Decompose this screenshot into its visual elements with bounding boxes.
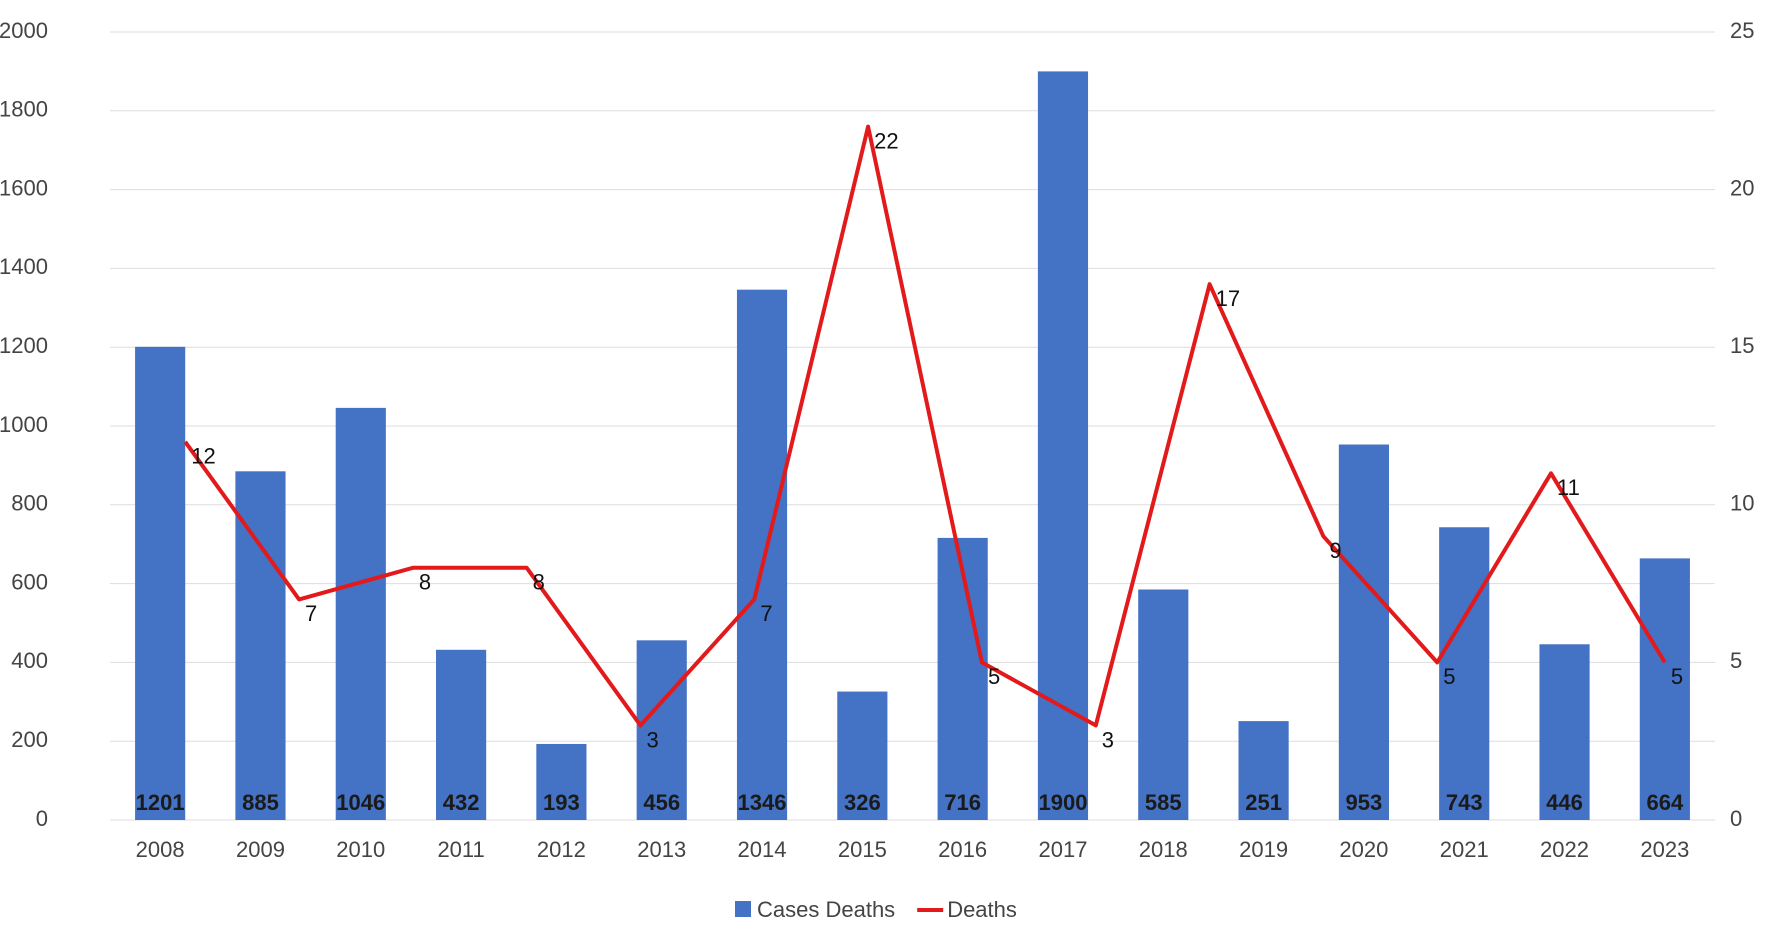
bar-value-label: 432 xyxy=(443,790,480,815)
bar-value-label: 585 xyxy=(1145,790,1182,815)
x-tick-label: 2021 xyxy=(1440,837,1489,862)
line-value-label: 22 xyxy=(874,128,898,153)
x-tick-label: 2023 xyxy=(1640,837,1689,862)
y2-tick-label: 5 xyxy=(1730,648,1742,673)
bar xyxy=(1439,527,1490,820)
x-tick-label: 2008 xyxy=(136,837,185,862)
line-value-label: 8 xyxy=(533,570,545,595)
bar xyxy=(937,537,988,820)
y-tick-label: 1000 xyxy=(0,412,48,437)
line-value-label: 3 xyxy=(646,727,658,752)
bar xyxy=(235,471,286,820)
bar-value-label: 1046 xyxy=(336,790,385,815)
y2-tick-label: 25 xyxy=(1730,18,1754,43)
legend-swatch xyxy=(735,901,751,917)
line-value-label: 12 xyxy=(191,444,215,469)
bar-value-label: 326 xyxy=(844,790,881,815)
y-tick-label: 200 xyxy=(11,727,48,752)
x-tick-label: 2010 xyxy=(336,837,385,862)
line-value-label: 5 xyxy=(988,664,1000,689)
bar-value-label: 251 xyxy=(1245,790,1282,815)
bar xyxy=(135,346,186,820)
x-tick-label: 2009 xyxy=(236,837,285,862)
bar xyxy=(736,289,788,820)
line-value-label: 8 xyxy=(419,570,431,595)
line-value-label: 9 xyxy=(1329,538,1341,563)
bar-value-label: 446 xyxy=(1546,790,1583,815)
line-value-label: 7 xyxy=(760,601,772,626)
bar xyxy=(335,407,386,820)
line-value-label: 5 xyxy=(1671,664,1683,689)
line-value-label: 11 xyxy=(1557,475,1580,500)
y2-tick-label: 10 xyxy=(1730,491,1754,516)
line-value-label: 17 xyxy=(1216,286,1240,311)
y-tick-label: 800 xyxy=(11,491,48,516)
bar-value-label: 1201 xyxy=(136,790,185,815)
x-tick-label: 2020 xyxy=(1339,837,1388,862)
x-tick-label: 2014 xyxy=(738,837,787,862)
legend-label: Cases Deaths xyxy=(757,897,895,922)
y-tick-label: 1400 xyxy=(0,254,48,279)
x-tick-label: 2015 xyxy=(838,837,887,862)
y2-tick-label: 15 xyxy=(1730,333,1754,358)
line-value-label: 3 xyxy=(1102,727,1114,752)
y-tick-label: 1200 xyxy=(0,333,48,358)
bar-value-label: 456 xyxy=(643,790,680,815)
x-tick-label: 2012 xyxy=(537,837,586,862)
bar xyxy=(1238,721,1289,820)
y-tick-label: 2000 xyxy=(0,18,48,43)
x-tick-label: 2019 xyxy=(1239,837,1288,862)
x-tick-label: 2017 xyxy=(1038,837,1087,862)
y2-tick-label: 0 xyxy=(1730,806,1742,831)
bar xyxy=(1539,644,1590,820)
bar xyxy=(1639,558,1690,820)
x-tick-label: 2016 xyxy=(938,837,987,862)
x-tick-label: 2022 xyxy=(1540,837,1589,862)
y-tick-label: 400 xyxy=(11,648,48,673)
bar-value-label: 885 xyxy=(242,790,279,815)
bar xyxy=(1037,71,1089,820)
bar-value-label: 953 xyxy=(1346,790,1383,815)
line-value-label: 7 xyxy=(305,601,317,626)
x-tick-label: 2013 xyxy=(637,837,686,862)
y-tick-label: 600 xyxy=(11,569,48,594)
y2-tick-label: 20 xyxy=(1730,175,1754,200)
x-tick-label: 2011 xyxy=(437,837,484,862)
bar xyxy=(636,640,687,820)
bar-value-label: 1900 xyxy=(1038,790,1087,815)
line-value-label: 5 xyxy=(1443,664,1455,689)
bar-value-label: 664 xyxy=(1646,790,1683,815)
bar xyxy=(436,649,487,820)
y-tick-label: 1800 xyxy=(0,97,48,122)
bar xyxy=(1138,589,1189,820)
bar-value-label: 743 xyxy=(1446,790,1483,815)
bar-value-label: 193 xyxy=(543,790,580,815)
legend-label: Deaths xyxy=(947,897,1017,922)
bar xyxy=(1338,444,1389,820)
bar xyxy=(536,743,587,820)
y-tick-label: 0 xyxy=(36,806,48,831)
x-tick-label: 2018 xyxy=(1139,837,1188,862)
bar-value-label: 716 xyxy=(944,790,981,815)
bar-value-label: 1346 xyxy=(738,790,787,815)
y-tick-label: 1600 xyxy=(0,175,48,200)
bar xyxy=(837,691,888,820)
line xyxy=(183,124,1667,728)
